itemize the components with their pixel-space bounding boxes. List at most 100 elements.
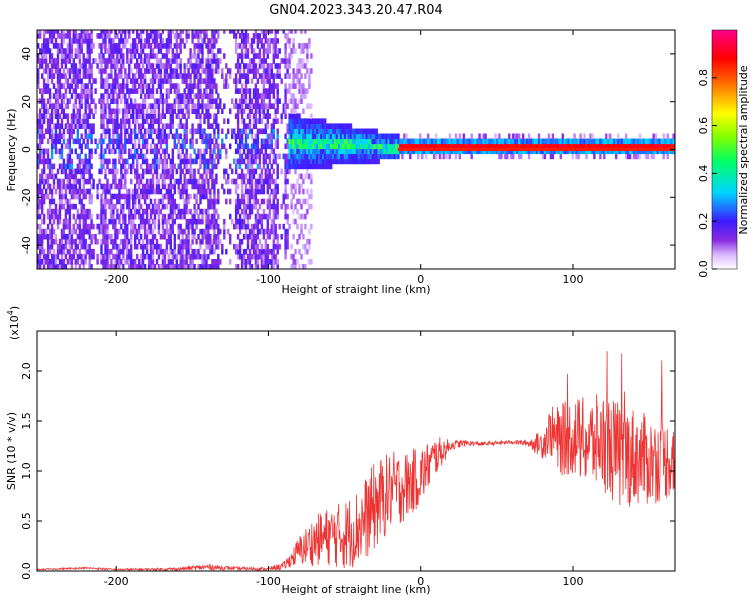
heatmap-cell — [264, 73, 267, 79]
heatmap-cell — [555, 138, 558, 145]
heatmap-cell — [169, 188, 172, 195]
heatmap-cell — [124, 223, 127, 230]
heatmap-cell — [74, 238, 77, 245]
heatmap-cell — [217, 158, 220, 165]
heatmap-cell — [145, 83, 149, 89]
heatmap-cell — [60, 178, 64, 185]
heatmap-cell — [383, 153, 386, 160]
heatmap-cell — [444, 153, 448, 160]
heatmap-cell — [199, 58, 202, 64]
heatmap-cell — [304, 43, 307, 49]
heatmap-cell — [179, 123, 182, 129]
heatmap-cell — [78, 223, 81, 230]
heatmap-cell — [110, 98, 113, 104]
heatmap-cell — [266, 53, 269, 59]
heatmap-cell — [175, 38, 178, 44]
heatmap-cell — [173, 183, 176, 190]
heatmap-cell — [320, 148, 323, 155]
heatmap-cell — [56, 208, 60, 215]
heatmap-cell — [50, 30, 54, 34]
heatmap-cell — [128, 153, 131, 160]
heatmap-cell — [276, 198, 279, 205]
heatmap-cell — [262, 113, 266, 119]
heatmap-cell — [399, 148, 402, 155]
heatmap-cell — [112, 108, 115, 114]
heatmap-cell — [236, 158, 240, 165]
heatmap-cell — [56, 43, 60, 49]
heatmap-cell — [120, 248, 123, 255]
heatmap-cell — [155, 163, 159, 170]
heatmap-cell — [185, 38, 188, 44]
heatmap-cell — [272, 103, 275, 109]
heatmap-cell — [248, 183, 252, 190]
heatmap-cell — [331, 133, 335, 140]
heatmap-cell — [189, 173, 192, 180]
heatmap-cell — [126, 58, 129, 64]
heatmap-cell — [333, 143, 337, 150]
heatmap-cell — [173, 218, 176, 225]
heatmap-cell — [60, 143, 64, 150]
heatmap-cell — [124, 33, 127, 39]
heatmap-cell — [215, 259, 218, 265]
heatmap-cell — [298, 198, 301, 205]
heatmap-cell — [68, 168, 72, 175]
heatmap-cell — [70, 158, 74, 165]
heatmap-cell — [193, 264, 196, 269]
heatmap-cell — [551, 138, 555, 145]
heatmap-cell — [381, 138, 384, 145]
heatmap-cell — [52, 183, 56, 190]
heatmap-cell — [96, 238, 99, 245]
heatmap-cell — [617, 143, 620, 150]
heatmap-cell — [252, 73, 256, 79]
heatmap-cell — [163, 218, 167, 225]
heatmap-cell — [272, 213, 275, 220]
heatmap-cell — [294, 158, 297, 165]
heatmap-cell — [615, 138, 618, 145]
heatmap-cell — [126, 98, 129, 104]
heatmap-cell — [134, 228, 137, 235]
heatmap-cell — [244, 73, 248, 79]
heatmap-cell — [217, 253, 220, 260]
heatmap-cell — [72, 88, 75, 94]
heatmap-cell — [50, 133, 54, 140]
heatmap-cell — [171, 218, 174, 225]
heatmap-cell — [179, 208, 182, 215]
heatmap-cell — [179, 63, 182, 69]
heatmap-cell — [70, 163, 74, 170]
heatmap-cell — [110, 73, 113, 79]
heatmap-cell — [72, 38, 75, 44]
heatmap-cell — [254, 243, 258, 250]
heatmap-cell — [60, 203, 64, 210]
heatmap-cell — [90, 108, 93, 114]
heatmap-cell — [652, 133, 655, 140]
heatmap-cell — [347, 128, 351, 135]
heatmap-cell — [104, 58, 107, 64]
heatmap-cell — [102, 93, 105, 99]
heatmap-cell — [68, 228, 72, 235]
heatmap-cell — [118, 188, 121, 195]
heatmap-cell — [132, 198, 135, 205]
heatmap-cell — [256, 228, 260, 235]
heatmap-cell — [52, 103, 56, 109]
heatmap-cell — [531, 143, 535, 150]
heatmap-cell — [357, 128, 361, 135]
heatmap-cell — [330, 153, 333, 160]
heatmap-cell — [272, 48, 275, 54]
heatmap-cell — [423, 148, 426, 155]
heatmap-cell — [78, 58, 81, 64]
heatmap-cell — [359, 153, 363, 160]
heatmap-cell — [324, 133, 327, 140]
heatmap-cell — [379, 143, 382, 150]
heatmap-cell — [50, 163, 54, 170]
heatmap-cell — [605, 133, 608, 140]
heatmap-cell — [187, 73, 190, 79]
heatmap-cell — [68, 203, 72, 210]
heatmap-cell — [46, 208, 50, 215]
heatmap-cell — [569, 143, 572, 150]
heatmap-cell — [286, 193, 289, 200]
heatmap-cell — [662, 153, 665, 160]
heatmap-cell — [270, 228, 273, 235]
heatmap-cell — [141, 138, 145, 145]
heatmap-cell — [102, 83, 105, 89]
heatmap-cell — [169, 118, 172, 124]
